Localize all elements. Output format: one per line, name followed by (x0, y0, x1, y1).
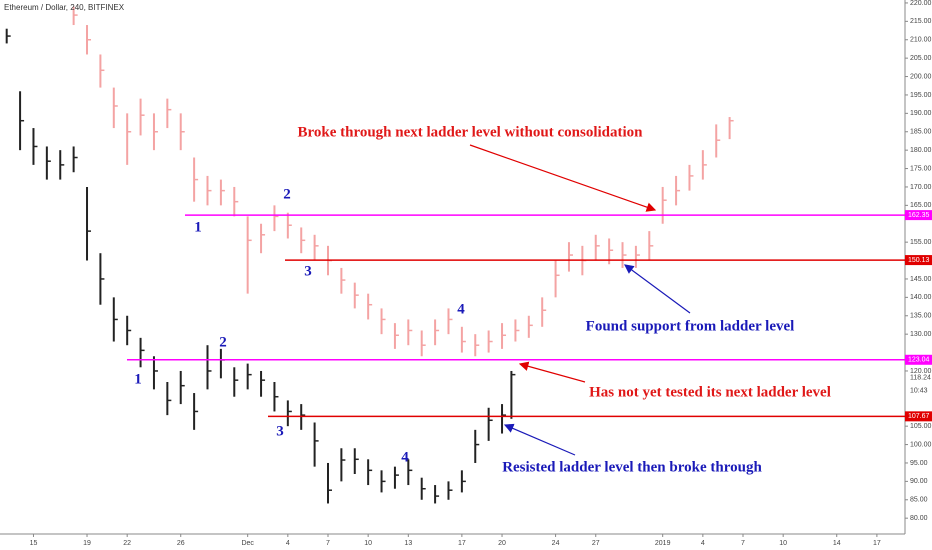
y-tick-label: 170.00 (910, 184, 932, 191)
x-tick-label: 15 (30, 540, 38, 547)
x-tick-label: 19 (83, 540, 91, 547)
y-tick-label: 140.00 (910, 294, 932, 301)
y-tick-label: 210.00 (910, 37, 932, 44)
y-tick-label: 130.00 (910, 331, 932, 338)
annotation: Found support from ladder level (586, 318, 795, 334)
countdown: 10:43 (910, 387, 928, 394)
price-tag (905, 354, 932, 365)
y-tick-label: 120.00 (910, 368, 932, 375)
y-tick-label: 190.00 (910, 110, 932, 117)
wave-label: 4 (457, 301, 465, 317)
y-tick-label: 80.00 (910, 515, 928, 522)
price-tag (905, 411, 932, 422)
x-tick-label: 20 (498, 540, 506, 547)
x-tick-label: 4 (701, 540, 705, 547)
x-tick-label: 7 (741, 540, 745, 547)
wave-label: 1 (194, 219, 202, 235)
annotation: Broke through next ladder level without … (297, 124, 643, 140)
y-tick-label: 205.00 (910, 55, 932, 62)
plot (5, 6, 734, 504)
y-tick-label: 105.00 (910, 423, 932, 430)
wave-label: 4 (401, 449, 409, 465)
x-tick-label: Dec (241, 540, 254, 547)
x-tick-label: 22 (123, 540, 131, 547)
arrow (518, 361, 586, 383)
price-tag (905, 210, 932, 221)
y-tick-label: 95.00 (910, 460, 928, 467)
wave-label: 2 (283, 186, 291, 202)
x-tick-label: 2019 (655, 540, 671, 547)
y-tick-label: 145.00 (910, 276, 932, 283)
y-tick-label: 185.00 (910, 129, 932, 136)
y-tick-label: 200.00 (910, 73, 932, 80)
x-tick-label: 17 (458, 540, 466, 547)
y-tick-label: 90.00 (910, 478, 928, 485)
price-tag-label: 123.04 (908, 357, 930, 364)
chart-title: Ethereum / Dollar, 240, BITFINEX (4, 3, 125, 12)
y-tick-label: 100.00 (910, 441, 932, 448)
x-tick-label: 24 (552, 540, 560, 547)
y-tick-label: 195.00 (910, 92, 932, 99)
x-tick-label: 26 (177, 540, 185, 547)
arrow (469, 144, 657, 212)
y-tick-label: 180.00 (910, 147, 932, 154)
wave-label: 3 (304, 263, 312, 279)
y-tick-label: 155.00 (910, 239, 932, 246)
wave-label: 2 (219, 334, 227, 350)
y-tick-label: 135.00 (910, 313, 932, 320)
y-tick-label: 220.00 (910, 0, 932, 7)
last-price: 118.24 (910, 374, 931, 381)
annotation: Has not yet tested its next ladder level (589, 384, 831, 400)
price-tag-label: 150.13 (908, 257, 930, 264)
x-tick-label: 10 (364, 540, 372, 547)
x-tick-label: 10 (779, 540, 787, 547)
y-tick-label: 175.00 (910, 165, 932, 172)
y-tick-label: 215.00 (910, 18, 932, 25)
annotation: Resisted ladder level then broke through (502, 459, 762, 475)
arrow (624, 264, 691, 314)
arrow (503, 423, 576, 456)
x-tick-label: 17 (873, 540, 881, 547)
x-tick-label: 27 (592, 540, 600, 547)
price-tag-label: 162.35 (908, 212, 930, 219)
x-tick-label: 14 (833, 540, 841, 547)
x-tick-label: 4 (286, 540, 290, 547)
x-tick-label: 7 (326, 540, 330, 547)
wave-label: 3 (276, 423, 284, 439)
wave-label: 1 (134, 371, 142, 387)
y-tick-label: 165.00 (910, 202, 932, 209)
y-tick-label: 85.00 (910, 497, 928, 504)
price-tag (905, 255, 932, 266)
x-tick-label: 13 (404, 540, 412, 547)
price-tag-label: 107.67 (908, 413, 930, 420)
